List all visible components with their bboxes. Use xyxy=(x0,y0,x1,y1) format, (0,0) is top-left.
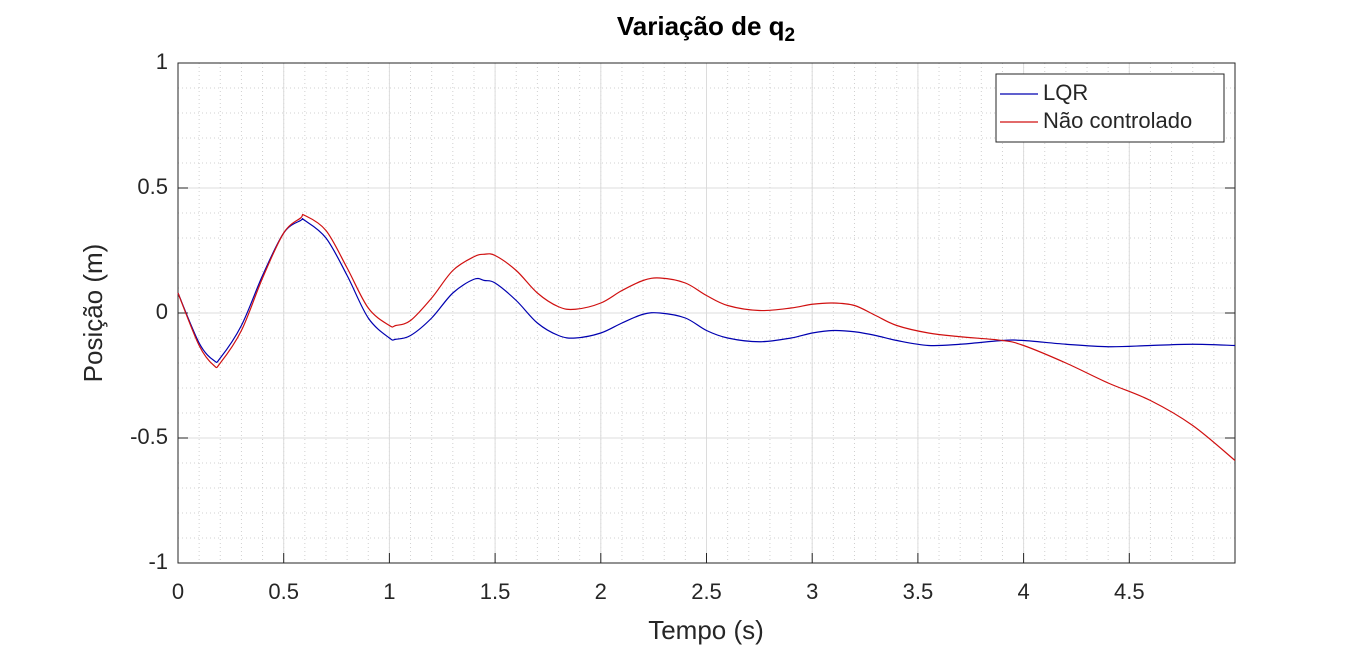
x-tick-label: 2.5 xyxy=(691,579,722,604)
series-line xyxy=(177,214,1236,461)
title-subscript: 2 xyxy=(785,25,796,46)
y-tick-label: -1 xyxy=(148,549,168,574)
x-tick-label: 4 xyxy=(1017,579,1029,604)
y-tick-label: -0.5 xyxy=(130,424,168,449)
y-axis-label: Posição (m) xyxy=(78,244,108,383)
x-tick-label: 4.5 xyxy=(1114,579,1145,604)
x-tick-label: 3.5 xyxy=(903,579,934,604)
legend-label: Não controlado xyxy=(1043,108,1192,133)
x-axis-label: Tempo (s) xyxy=(648,615,764,645)
y-tick-label: 1 xyxy=(156,49,168,74)
plot-frame xyxy=(177,62,1236,564)
x-tick-label: 1 xyxy=(383,579,395,604)
x-tick-label: 0.5 xyxy=(268,579,299,604)
x-tick-label: 2 xyxy=(595,579,607,604)
legend-box xyxy=(995,73,1225,143)
y-tick-label: 0 xyxy=(156,299,168,324)
x-tick-label: 0 xyxy=(172,579,184,604)
legend-label: LQR xyxy=(1043,80,1088,105)
title-main: Variação de q xyxy=(617,11,785,41)
series-line xyxy=(177,218,1236,363)
x-tick-label: 3 xyxy=(806,579,818,604)
y-tick-label: 0.5 xyxy=(137,174,168,199)
chart-title: Variação de q2 xyxy=(617,11,795,46)
x-tick-label: 1.5 xyxy=(480,579,511,604)
